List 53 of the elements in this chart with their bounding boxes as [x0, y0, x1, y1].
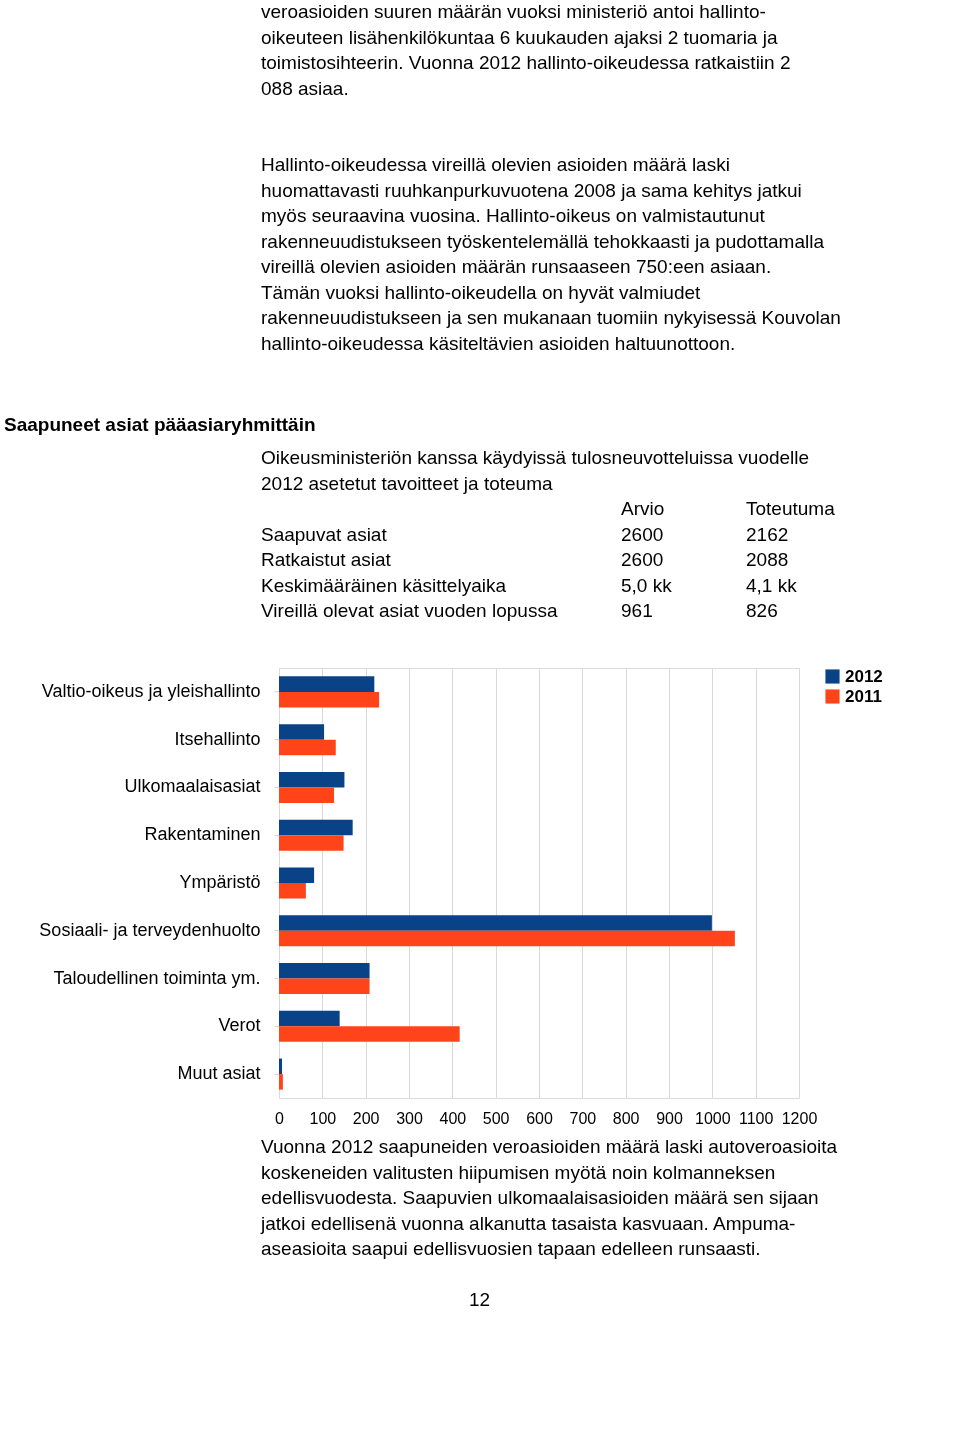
- bar: [279, 1074, 283, 1090]
- x-tick-label: 500: [482, 1109, 510, 1127]
- text: 12: [469, 1289, 491, 1310]
- text: Saapuvat asiat 2600 2162: [261, 523, 789, 545]
- bar: [279, 1058, 283, 1075]
- y-tick-label: Itsehallinto: [174, 728, 261, 749]
- bar: [279, 819, 353, 836]
- y-tick-label: Verot: [218, 1015, 261, 1036]
- text: Arvio Toteutuma: [621, 498, 835, 520]
- text: Vireillä olevat asiat vuoden lopussa 961 826: [261, 600, 778, 622]
- text: Oikeusministeriön kanssa käydyissä tulosneuvotteluissa vuodelle 2012 asetetut tavoitteet ja toteuma: [261, 447, 810, 494]
- x-tick-label: 1000: [695, 1109, 731, 1127]
- bar: [279, 1010, 340, 1027]
- bar: [279, 691, 380, 708]
- y-tick-label: Rakentaminen: [144, 824, 261, 845]
- bar: [279, 963, 370, 979]
- bar: [279, 787, 335, 803]
- bar: [279, 1026, 460, 1042]
- text: Ratkaistut asiat 2600 2088: [261, 549, 789, 571]
- y-tick-label: Taloudellinen toiminta ym.: [53, 967, 261, 988]
- bar: [279, 835, 344, 851]
- text: Hallinto-oikeudessa vireillä olevien asioiden määrä laski huomattavasti ruuhkanpurkuvuotena 2008 ja sama kehitys jatkui myös seuraavina vuosina. Hallinto-oikeus on valmistautunut rakenneuudistukseen työskentelemällä tehokkaasti ja pudottamalla vireillä olevien asioiden määrän runsaaseen 750:een asiaan. Tämän vuoksi hallinto-oikeudella on hyvät valmiudet rakenneuudistukseen ja sen mukanaan tuomiin nykyisessä Kouvolan hallinto-oikeudessa käsiteltävien asioiden haltuunottoon.: [261, 154, 841, 354]
- x-tick-label: 300: [396, 1109, 423, 1127]
- legend-label: 2012: [845, 666, 883, 686]
- x-tick-label: 100: [309, 1109, 337, 1127]
- y-tick-label: Ympäristö: [179, 872, 261, 892]
- x-tick-label: 0: [275, 1109, 285, 1127]
- x-tick-label: 400: [439, 1109, 467, 1127]
- y-tick-label: Sosiaali- ja terveydenhuolto: [39, 919, 261, 940]
- bar: [279, 724, 325, 740]
- bar: [279, 739, 336, 756]
- chart-title: Saapuneet asiat pääasiaryhmittäin: [4, 414, 316, 435]
- bar: [279, 676, 375, 692]
- bar: [279, 867, 315, 883]
- x-tick-label: 600: [526, 1109, 553, 1127]
- bar: [279, 978, 370, 995]
- text: Vuonna 2012 saapuneiden veroasioiden määrä laski autoveroasioita koskeneiden valitusten hiipumisen myötä noin kolmanneksen edellisvuodesta. Saapuvien ulkomaalaisasioiden määrä sen sijaan jatkoi edellisenä vuonna alkanutta tasaista kasvuaan. Ampuma-aseasioita saapui edellisvuosien tapaan edelleen runsaasti.: [260, 1136, 838, 1259]
- x-tick-label: 1200: [781, 1109, 818, 1127]
- legend-label: 2011: [845, 686, 882, 706]
- text: veroasioiden suuren määrän vuoksi ministeriö antoi hallinto-oikeuteen lisähenkilökuntaa 6 kuukauden ajaksi 2 tuomaria ja toimistosihteerin. Vuonna 2012 hallinto-oikeudessa ratkaistiin 2 088 asiaa.: [261, 1, 791, 99]
- bar: [279, 915, 712, 931]
- x-tick-label: 800: [612, 1109, 640, 1127]
- bar: [279, 771, 345, 788]
- bar: [279, 930, 735, 947]
- y-tick-label: Ulkomaalaisasiat: [124, 776, 261, 797]
- y-tick-label: Muut asiat: [177, 1063, 261, 1084]
- y-tick-label: Valtio-oikeus ja yleishallinto: [41, 680, 261, 701]
- x-tick-label: 900: [656, 1109, 683, 1127]
- x-tick-label: 200: [352, 1109, 380, 1127]
- text: Keskimääräinen käsittelyaika 5,0 kk 4,1 kk: [261, 574, 797, 596]
- x-tick-label: 700: [569, 1109, 597, 1127]
- x-tick-label: 1100: [738, 1109, 774, 1127]
- bar: [279, 883, 306, 899]
